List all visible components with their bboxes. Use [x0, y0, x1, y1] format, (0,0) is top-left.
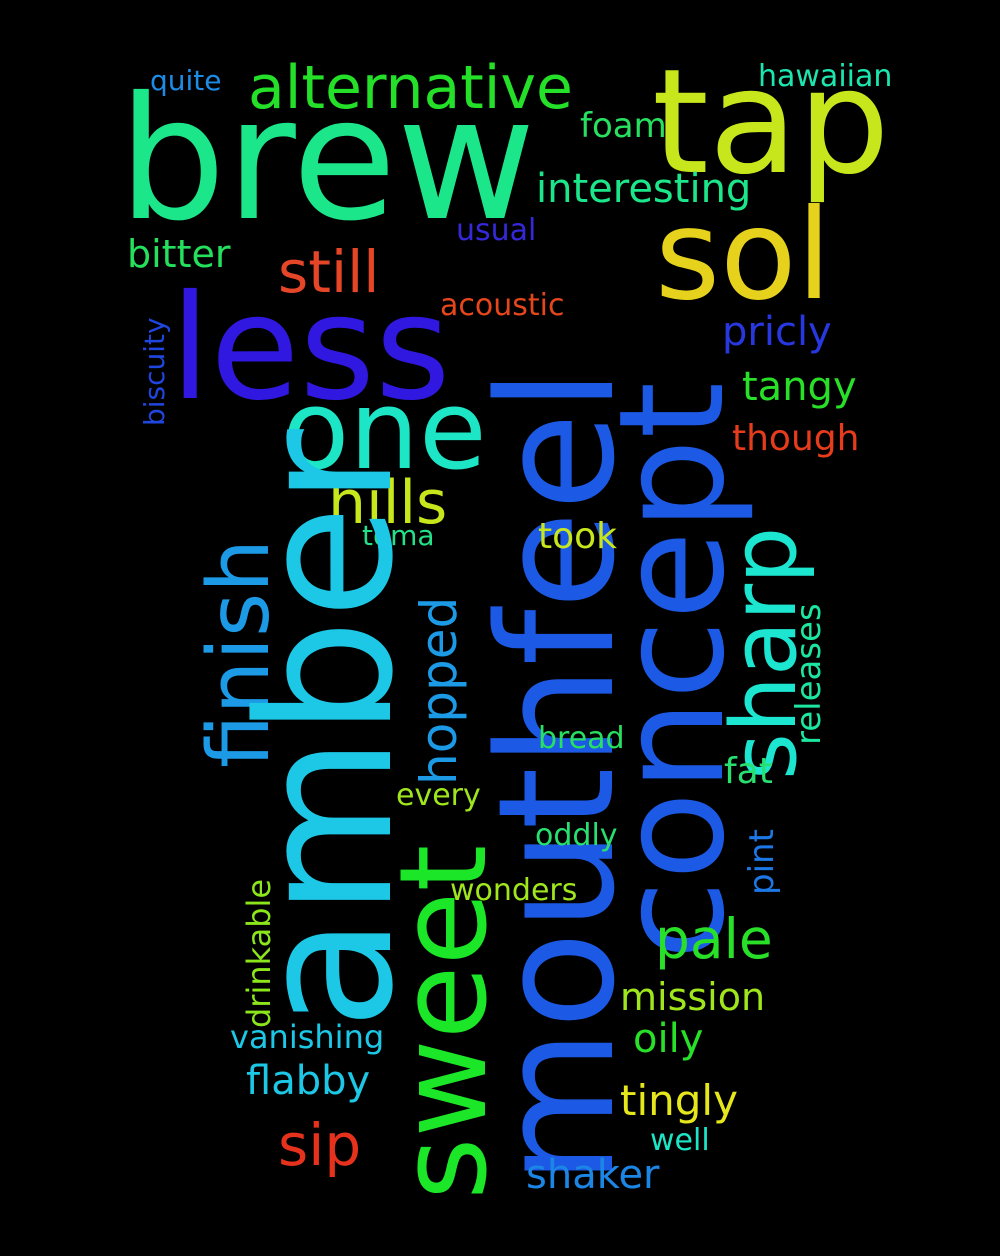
word-sweet: sweet — [375, 845, 514, 1200]
word-oily: oily — [633, 1016, 703, 1062]
word-drinkable: drinkable — [240, 879, 278, 1028]
word-sol: sol — [655, 183, 831, 328]
word-amber: amber — [218, 428, 434, 1030]
word-alternative: alternative — [248, 53, 573, 123]
word-mission: mission — [620, 975, 765, 1019]
word-vanishing: vanishing — [230, 1018, 384, 1056]
word-still: still — [278, 238, 379, 306]
word-acoustic: acoustic — [440, 288, 564, 323]
word-every: every — [396, 778, 481, 813]
word-biscuity: biscuity — [138, 317, 171, 426]
word-tangy: tangy — [742, 364, 857, 410]
word-foam: foam — [580, 106, 667, 146]
word-mouthfeel: mouthfeel — [463, 368, 650, 1185]
word-bread: bread — [538, 721, 625, 756]
word-brew: brew — [118, 61, 536, 259]
word-finish: finish — [190, 539, 289, 768]
word-flabby: flabby — [246, 1058, 370, 1104]
word-releases: releases — [789, 603, 829, 745]
word-pale: pale — [655, 907, 773, 971]
word-fat: fat — [724, 751, 773, 792]
word-pint: pint — [742, 829, 782, 895]
word-less: less — [170, 264, 451, 433]
word-sharp: sharp — [712, 527, 817, 780]
word-took: took — [538, 516, 617, 557]
word-one: one — [282, 366, 487, 494]
word-hills: hills — [328, 468, 447, 538]
word-concept: concept — [588, 382, 757, 960]
word-bitter: bitter — [127, 232, 231, 276]
word-well: well — [650, 1123, 710, 1158]
word-tap: tap — [652, 38, 890, 207]
word-group: brew tap alternative quite hawaiian foam inter… — [118, 38, 892, 1200]
word-interesting: interesting — [536, 166, 751, 212]
word-usual: usual — [456, 213, 536, 248]
word-oddly: oddly — [535, 818, 618, 853]
word-sip: sip — [278, 1111, 361, 1179]
word-though: though — [732, 418, 859, 459]
word-pricly: pricly — [722, 309, 832, 355]
word-shaker: shaker — [526, 1152, 660, 1198]
word-tingly: tingly — [620, 1076, 738, 1125]
word-hawaiian: hawaiian — [758, 59, 892, 94]
word-quite: quite — [150, 64, 222, 97]
word-toma: toma — [362, 519, 435, 552]
word-wonders: wonders — [450, 873, 577, 908]
word-hopped: hopped — [410, 597, 468, 785]
